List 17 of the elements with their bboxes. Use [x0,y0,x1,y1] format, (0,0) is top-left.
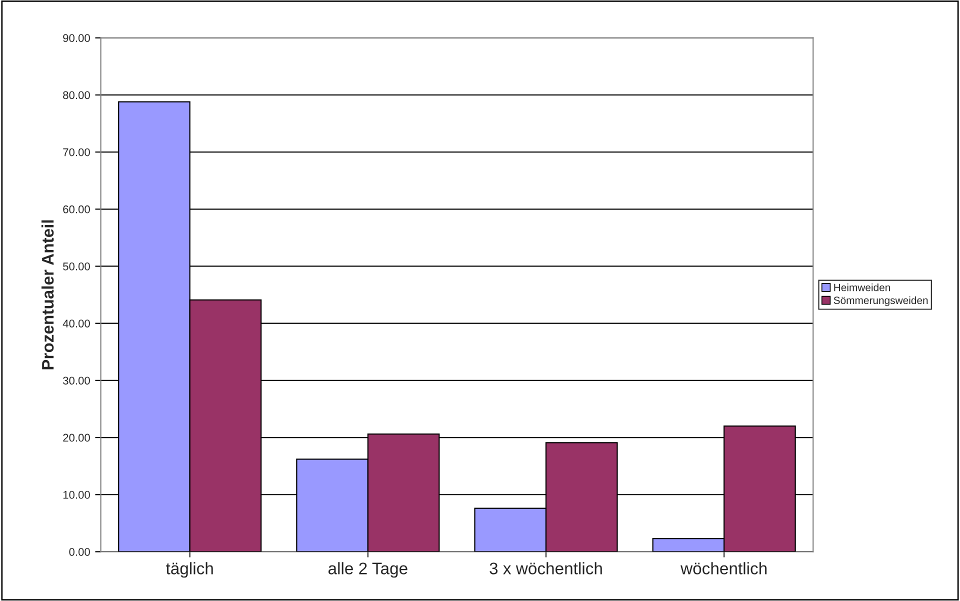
y-tick-label: 90.00 [63,34,90,42]
x-tick-label: täglich [166,562,213,578]
legend-label: Sömmerungsweiden [834,296,928,306]
y-tick-label: 60.00 [63,205,90,214]
y-tick-label: 30.00 [63,376,90,385]
y-tick-label: 70.00 [63,148,90,156]
y-tick-label: 0.00 [69,548,90,556]
x-tick-label: 3 x wöchentlich [490,562,602,574]
y-tick-label: 10.00 [63,490,90,499]
x-tick-label: wöchentlich [680,562,767,574]
legend-label: Heimweiden [834,284,890,292]
y-tick-label: 40.00 [62,320,90,328]
x-tick-label: alle 2 Tage [328,562,408,578]
y-axis-title: Prozentualer Anteil [41,220,54,370]
y-tick-label: 50.00 [63,262,90,270]
y-tick-label: 80.00 [63,91,90,100]
y-tick-label: 20.00 [63,434,90,442]
